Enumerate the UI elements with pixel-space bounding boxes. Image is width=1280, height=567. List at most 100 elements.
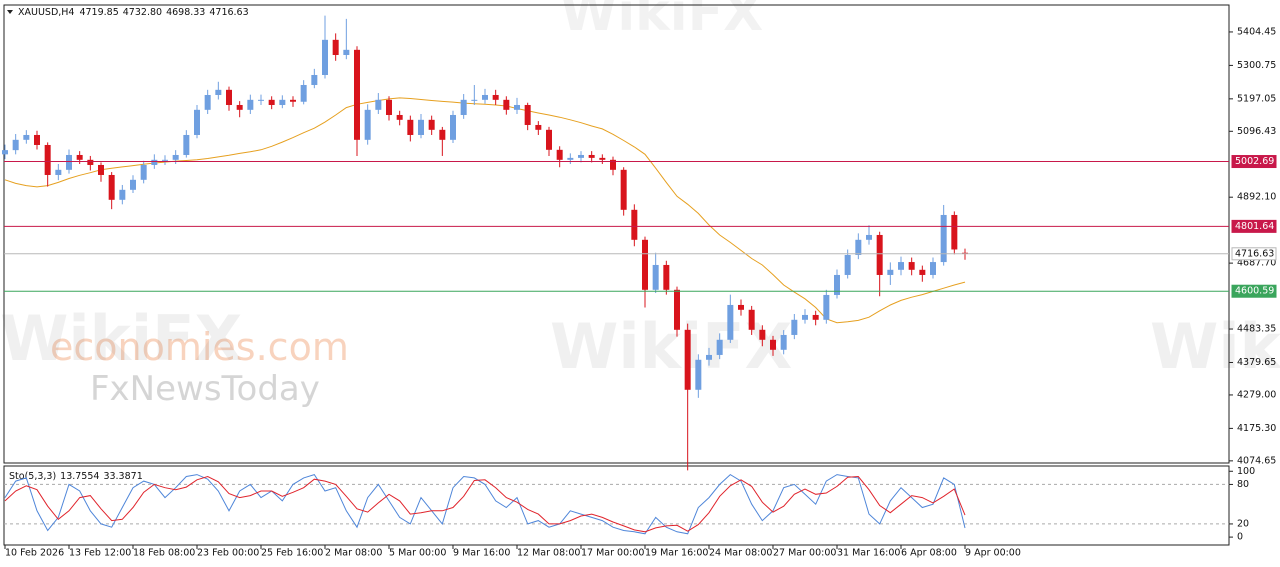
- candle-body: [706, 354, 712, 360]
- candle-body: [908, 262, 915, 270]
- candle-body: [876, 234, 883, 275]
- candle-body: [140, 164, 147, 180]
- candle-body: [460, 99, 467, 115]
- candle-body: [802, 314, 808, 320]
- candle-body: [578, 154, 584, 158]
- candle-body: [716, 339, 723, 355]
- indicator-panel: [3, 465, 1230, 546]
- candle-body: [354, 49, 360, 140]
- level-label-box: [1231, 155, 1277, 169]
- candle-body: [386, 99, 392, 115]
- candle-body: [226, 89, 232, 105]
- x-tick-label: 2 Mar 08:00: [325, 548, 382, 559]
- x-tick-label: 25 Feb 16:00: [261, 548, 323, 559]
- candle-body: [12, 139, 19, 151]
- header-value: 4716.63: [209, 7, 248, 18]
- candle-body: [215, 89, 222, 95]
- candle-body: [727, 304, 734, 340]
- y-tick-label: 4279.00: [1237, 389, 1276, 400]
- candle-body: [812, 314, 819, 320]
- candle-body: [546, 129, 552, 150]
- level-label: 5002.69: [1235, 156, 1274, 167]
- header-value: 4719.85: [79, 7, 118, 18]
- candle-body: [844, 254, 851, 275]
- y-tick-label: 5300.75: [1237, 60, 1276, 71]
- y-tick-label: 4074.65: [1237, 455, 1276, 466]
- x-tick-label: 27 Mar 00:00: [773, 548, 836, 559]
- candle-body: [332, 39, 339, 55]
- y-tick-label: 4483.35: [1237, 324, 1276, 335]
- y-tick-label: 4175.30: [1237, 423, 1276, 434]
- candle-body: [204, 94, 211, 110]
- header-value: 4732.80: [123, 7, 162, 18]
- candle-body: [652, 264, 659, 290]
- candle-body: [130, 179, 136, 190]
- candle-body: [631, 209, 638, 240]
- candle-body: [407, 119, 414, 135]
- candle-body: [194, 109, 200, 135]
- candle-body: [663, 264, 670, 290]
- x-tick-label: 24 Mar 08:00: [709, 548, 772, 559]
- candle-body: [44, 144, 51, 175]
- indicator-title: Sto(5,3,3): [9, 471, 56, 482]
- x-tick-label: 6 Apr 08:00: [901, 548, 957, 559]
- y-tick-label: 5404.45: [1237, 26, 1276, 37]
- watermark: WikiFX: [560, 0, 763, 43]
- y-tick-label: 5096.43: [1237, 126, 1276, 137]
- candle-body: [770, 339, 776, 350]
- candle-body: [748, 309, 755, 330]
- candle-body: [34, 134, 40, 145]
- candle-body: [599, 157, 606, 160]
- main-panel: [3, 4, 1230, 464]
- candle-body: [823, 294, 830, 320]
- candle-body: [258, 99, 264, 101]
- candle-body: [98, 164, 104, 175]
- candle-body: [482, 94, 488, 100]
- y-tick-label: 20: [1237, 518, 1249, 529]
- candle-body: [503, 99, 510, 110]
- candle-body: [87, 159, 94, 165]
- candle-body: [492, 94, 499, 100]
- candle-body: [535, 124, 542, 130]
- candle-body: [23, 134, 30, 140]
- level-label-box: [1231, 284, 1277, 298]
- level-label: 4801.64: [1235, 221, 1274, 232]
- indicator-line: [4, 473, 966, 535]
- candle-body: [780, 334, 787, 350]
- watermark: WikiFX: [0, 302, 242, 375]
- indicator-value: 13.7554: [60, 471, 99, 482]
- candle-body: [642, 239, 648, 290]
- x-tick-label: 31 Mar 16:00: [837, 548, 900, 559]
- x-tick-label: 19 Mar 16:00: [645, 548, 708, 559]
- x-tick-label: 9 Apr 00:00: [965, 548, 1021, 559]
- x-tick-label: 5 Mar 00:00: [389, 548, 446, 559]
- candle-body: [247, 99, 254, 110]
- candle-body: [738, 304, 744, 310]
- watermark: FxNewsToday: [90, 369, 320, 409]
- candle-body: [76, 154, 83, 160]
- candle-body: [279, 99, 286, 105]
- x-tick-label: 9 Mar 16:00: [453, 548, 510, 559]
- candle-body: [300, 84, 307, 102]
- candle-body: [322, 39, 328, 75]
- level-label-box: [1231, 247, 1277, 261]
- menu-arrow: [7, 10, 13, 14]
- candle-body: [151, 159, 158, 165]
- candle-body: [834, 274, 840, 295]
- candle-body: [311, 74, 318, 85]
- candle-body: [791, 319, 798, 335]
- candle-body: [940, 214, 947, 263]
- candle-body: [396, 114, 403, 120]
- x-tick-label: 10 Feb 2026: [5, 548, 64, 559]
- candle-body: [236, 104, 243, 110]
- symbol: XAUUSD,H4: [18, 7, 74, 18]
- candle-body: [556, 149, 563, 160]
- indicator-line: [4, 475, 966, 533]
- x-tick-label: 12 Mar 08:00: [517, 548, 580, 559]
- y-tick-label: 0: [1237, 532, 1243, 543]
- candle-body: [514, 104, 520, 110]
- candle-body: [2, 150, 8, 155]
- candle-body: [119, 189, 126, 200]
